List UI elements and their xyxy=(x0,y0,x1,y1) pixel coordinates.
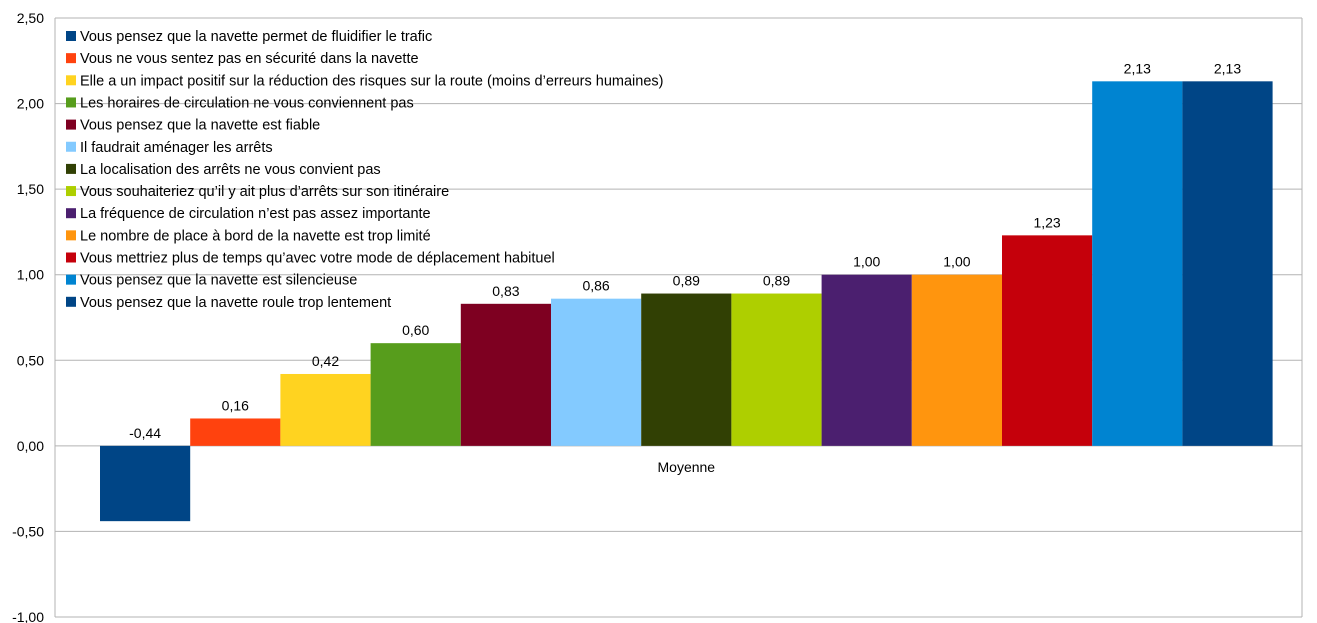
bar xyxy=(1092,81,1183,446)
category-label: Moyenne xyxy=(658,459,716,475)
legend-swatch xyxy=(66,53,76,64)
legend-swatch xyxy=(66,163,76,174)
legend-swatch xyxy=(66,186,76,197)
bar xyxy=(370,343,461,446)
data-label: 1,00 xyxy=(853,254,880,270)
legend-swatch xyxy=(66,119,76,130)
legend-label: Elle a un impact positif sur la réductio… xyxy=(80,73,663,89)
data-label: 0,83 xyxy=(492,283,519,299)
data-label: 0,60 xyxy=(402,322,429,338)
data-label: 2,13 xyxy=(1214,60,1241,76)
legend-label: Vous pensez que la navette est silencieu… xyxy=(80,273,357,289)
legend-swatch xyxy=(66,208,76,219)
y-tick-label: 0,00 xyxy=(17,438,44,454)
data-label: 0,89 xyxy=(763,273,790,289)
legend-swatch xyxy=(66,31,76,41)
legend-label: La localisation des arrêts ne vous convi… xyxy=(80,162,381,178)
bar xyxy=(911,274,1002,446)
legend-swatch xyxy=(66,141,76,152)
legend-label: Vous pensez que la navette est fiable xyxy=(80,118,320,134)
legend-label: Vous pensez que la navette roule trop le… xyxy=(80,295,391,311)
legend-label: Vous pensez que la navette permet de flu… xyxy=(80,29,432,45)
data-label: -0,44 xyxy=(129,425,161,441)
data-label: 0,86 xyxy=(582,278,609,294)
bar xyxy=(460,303,551,446)
data-label: 2,13 xyxy=(1124,60,1151,76)
bar xyxy=(1002,235,1093,446)
data-label: 1,23 xyxy=(1033,214,1060,230)
bars xyxy=(100,81,1273,522)
legend-label: Vous souhaiteriez qu’il y ait plus d’arr… xyxy=(80,184,449,200)
bar xyxy=(821,274,912,446)
y-tick-label: 0,50 xyxy=(17,352,44,368)
legend-label: Les horaires de circulation ne vous conv… xyxy=(80,95,414,111)
data-label: 1,00 xyxy=(943,254,970,270)
legend-label: Il faudrait aménager les arrêts xyxy=(80,140,273,156)
bar xyxy=(100,445,191,522)
bar xyxy=(280,373,371,446)
y-tick-label: -1,00 xyxy=(12,609,44,623)
legend-label: La fréquence de circulation n’est pas as… xyxy=(80,206,431,222)
data-label: 0,89 xyxy=(673,273,700,289)
legend-swatch xyxy=(66,75,76,86)
y-tick-label: 1,00 xyxy=(17,267,44,283)
legend-swatch xyxy=(66,296,76,307)
y-tick-label: 2,00 xyxy=(17,96,44,112)
bar xyxy=(731,293,822,446)
legend-label: Vous ne vous sentez pas en sécurité dans… xyxy=(80,51,419,67)
legend-swatch xyxy=(66,230,76,241)
bar xyxy=(190,418,281,446)
data-labels: -0,44 0,16 0,42 0,60 0,83 0,86 0,89 0,89 1,00 1,0… xyxy=(129,60,1241,441)
data-label: 0,16 xyxy=(222,397,249,413)
legend-swatch xyxy=(66,274,76,285)
legend-swatch xyxy=(66,252,76,263)
data-label: 0,42 xyxy=(312,353,339,369)
legend-label: Vous mettriez plus de temps qu’avec votr… xyxy=(80,251,555,267)
bar xyxy=(641,293,732,446)
y-axis: -1,00 -0,50 0,00 0,50 1,00 1,50 2,00 2,50 xyxy=(12,10,44,623)
y-tick-label: 2,50 xyxy=(17,10,44,26)
bar xyxy=(551,298,642,446)
legend-label: Le nombre de place à bord de la navette … xyxy=(80,228,431,244)
y-tick-label: -0,50 xyxy=(12,523,44,539)
legend: Vous pensez que la navette permet de flu… xyxy=(66,29,663,311)
y-tick-label: 1,50 xyxy=(17,181,44,197)
legend-swatch xyxy=(66,97,76,108)
bar xyxy=(1182,81,1273,446)
